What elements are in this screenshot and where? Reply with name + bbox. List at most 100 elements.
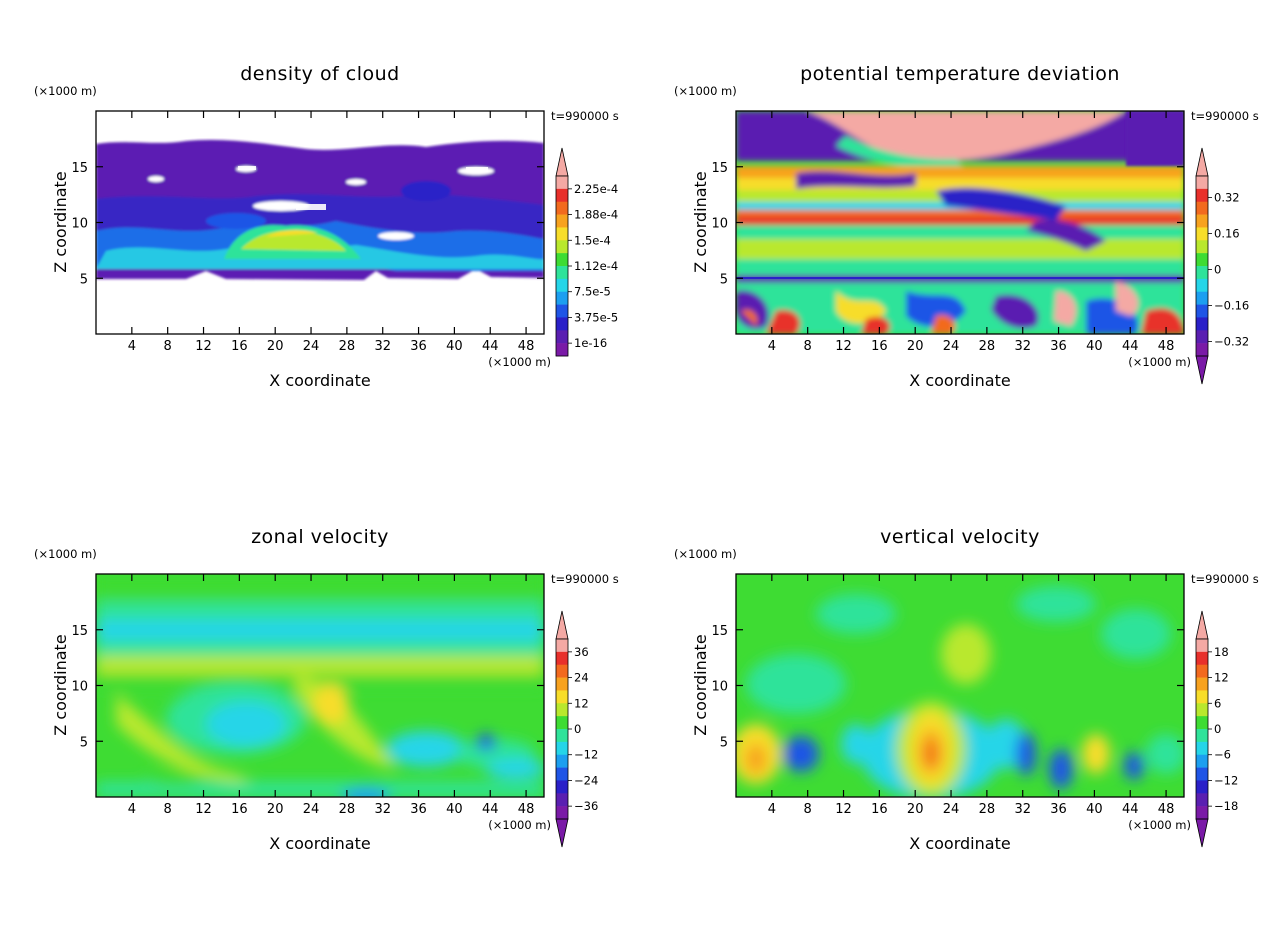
colorbar-swatch <box>1196 214 1208 228</box>
colorbar-swatch <box>556 806 568 820</box>
plot-area <box>736 574 1184 797</box>
y-tick-label: 10 <box>71 217 88 232</box>
colorbar: 36 24 12 0 −12 −24 −36 <box>555 610 598 848</box>
colorbar-label: 0.16 <box>1214 227 1240 241</box>
x-tick-label: 8 <box>164 802 172 817</box>
x-tick-label: 44 <box>1122 802 1139 817</box>
panel-density-of-cloud: density of cloud (×1000 m) t=990000 s <box>34 63 619 390</box>
time-label: t=990000 s <box>551 572 619 586</box>
x-tick-label: 8 <box>164 339 172 354</box>
panel-vertical-velocity: vertical velocity (×1000 m) t=990000 s <box>674 526 1259 853</box>
x-tick-label: 24 <box>943 339 960 354</box>
colorbar-label: 6 <box>1214 696 1221 710</box>
x-tick-label: 20 <box>267 802 284 817</box>
colorbar-label: 1.5e-4 <box>574 233 611 247</box>
colorbar-label: −18 <box>1214 799 1238 813</box>
colorbar-swatch <box>556 716 568 730</box>
colorbar-swatch <box>556 754 568 768</box>
colorbar-swatch <box>1196 253 1208 267</box>
x-tick-label: 40 <box>1086 339 1103 354</box>
colorbar-swatch <box>1196 741 1208 756</box>
colorbar: 0.32 0.16 0 −0.16 −0.32 <box>1195 147 1249 385</box>
colorbar-swatch <box>1196 651 1208 666</box>
x-tick-label: 28 <box>339 339 356 354</box>
x-tick-label: 36 <box>1050 802 1067 817</box>
x-tick-label: 16 <box>231 802 248 817</box>
colorbar-swatch <box>1196 317 1208 331</box>
colorbar-label: 12 <box>574 696 589 710</box>
colorbar-swatch <box>1196 690 1208 704</box>
x-tick-label: 32 <box>374 802 391 817</box>
colorbar-label: 12 <box>1214 671 1229 685</box>
colorbar-arrow-high <box>1195 610 1209 640</box>
x-tick-label: 36 <box>1050 339 1067 354</box>
x-tick-label: 44 <box>482 339 499 354</box>
colorbar-swatch <box>1196 278 1208 293</box>
y-tick-label: 15 <box>71 161 88 176</box>
colorbar-swatch <box>556 278 568 293</box>
y-unit-label: (×1000 m) <box>674 84 737 98</box>
colorbar-swatch <box>1196 188 1208 203</box>
colorbar-swatch <box>1196 767 1208 781</box>
plot-area <box>736 111 1184 334</box>
x-tick-label: 24 <box>943 802 960 817</box>
x-tick-label: 4 <box>768 802 776 817</box>
colorbar-arrow-low <box>1195 355 1209 385</box>
colorbar-label: 0 <box>1214 263 1221 277</box>
colorbar-swatch <box>556 767 568 781</box>
colorbar-swatch <box>1196 716 1208 730</box>
colorbar: 18 12 6 0 −6 −12 −18 <box>1195 610 1238 848</box>
x-tick-label: 28 <box>979 339 996 354</box>
x-tick-label: 48 <box>518 339 535 354</box>
x-tick-label: 20 <box>907 339 924 354</box>
x-tick-label: 36 <box>410 339 427 354</box>
x-tick-label: 40 <box>1086 802 1103 817</box>
colorbar-swatch <box>556 703 568 717</box>
colorbar-swatch <box>1196 677 1208 691</box>
x-tick-label: 24 <box>303 802 320 817</box>
colorbar-frame <box>1195 175 1209 357</box>
colorbar-swatch <box>1196 780 1208 794</box>
x-tick-label: 12 <box>195 339 212 354</box>
y-tick-label: 5 <box>720 272 728 287</box>
colorbar-label: −12 <box>1214 773 1238 787</box>
x-tick-label: 8 <box>804 802 812 817</box>
colorbar-swatch <box>1196 729 1208 743</box>
y-unit-label: (×1000 m) <box>34 84 97 98</box>
colorbar-label: 36 <box>574 645 589 659</box>
y-axis-label: Z coordinate <box>691 171 710 272</box>
x-tick-label: 12 <box>835 802 852 817</box>
colorbar-label: 0 <box>1214 722 1221 736</box>
x-axis-label: X coordinate <box>269 371 370 390</box>
colorbar-swatch <box>1196 304 1208 318</box>
x-tick-label: 12 <box>195 802 212 817</box>
x-tick-label: 40 <box>446 802 463 817</box>
time-label: t=990000 s <box>551 109 619 123</box>
colorbar-swatch <box>556 741 568 756</box>
colorbar-label: 3.75e-5 <box>574 310 618 324</box>
x-tick-label: 28 <box>339 802 356 817</box>
x-tick-label: 8 <box>804 339 812 354</box>
x-tick-label: 12 <box>835 339 852 354</box>
colorbar-swatch <box>556 188 568 203</box>
x-tick-label: 4 <box>128 802 136 817</box>
time-label: t=990000 s <box>1191 572 1259 586</box>
y-axis-label: Z coordinate <box>691 634 710 735</box>
x-unit-label: (×1000 m) <box>488 818 551 832</box>
x-tick-label: 20 <box>267 339 284 354</box>
colorbar-swatch <box>556 304 568 318</box>
y-axis-label: Z coordinate <box>51 171 70 272</box>
colorbar-swatch <box>556 317 568 331</box>
colorbar-label: 0.32 <box>1214 191 1240 205</box>
colorbar-swatch <box>1196 240 1208 254</box>
colorbar-swatch <box>556 214 568 228</box>
colorbar-swatch <box>556 729 568 743</box>
colorbar-swatch <box>1196 664 1208 678</box>
colorbar-swatch <box>1196 227 1208 241</box>
x-axis-label: X coordinate <box>269 834 370 853</box>
x-tick-label: 16 <box>871 339 888 354</box>
colorbar-label: 7.5e-5 <box>574 285 611 299</box>
colorbar-swatch <box>556 201 568 215</box>
chart-title: zonal velocity <box>251 526 389 548</box>
